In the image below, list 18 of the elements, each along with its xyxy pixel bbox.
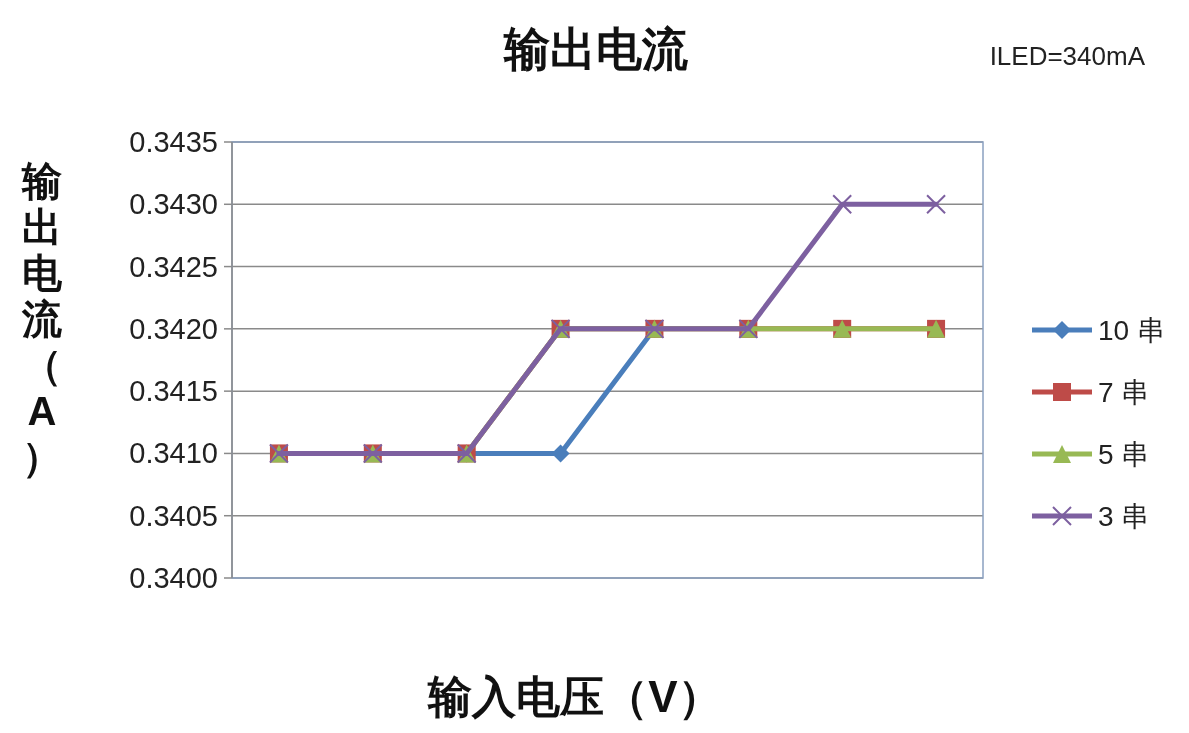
x-axis-title: 输入电压（V） [427, 672, 722, 721]
y-tick-label: 0.3415 [129, 375, 218, 408]
y-tick-label: 0.3435 [129, 126, 218, 158]
legend-label: 10 串 [1098, 315, 1165, 346]
legend-label: 3 串 [1098, 501, 1150, 532]
chart-title: 输出电流 [503, 23, 688, 75]
legend-label: 5 串 [1098, 439, 1150, 470]
y-tick-label: 0.3425 [129, 250, 218, 283]
y-tick-label: 0.3420 [129, 312, 218, 345]
text: ILED=340mA [989, 41, 1146, 71]
y-tick-label: 0.3405 [129, 499, 218, 532]
y-tick-label: 0.3400 [129, 562, 218, 594]
y-tick-label: 0.3430 [129, 188, 218, 221]
y-tick-label: 0.3410 [129, 437, 218, 470]
point [832, 194, 853, 215]
point [926, 194, 947, 215]
legend-label: 7 串 [1098, 377, 1150, 408]
y-axis-title: 输出电流（A） [21, 159, 63, 479]
